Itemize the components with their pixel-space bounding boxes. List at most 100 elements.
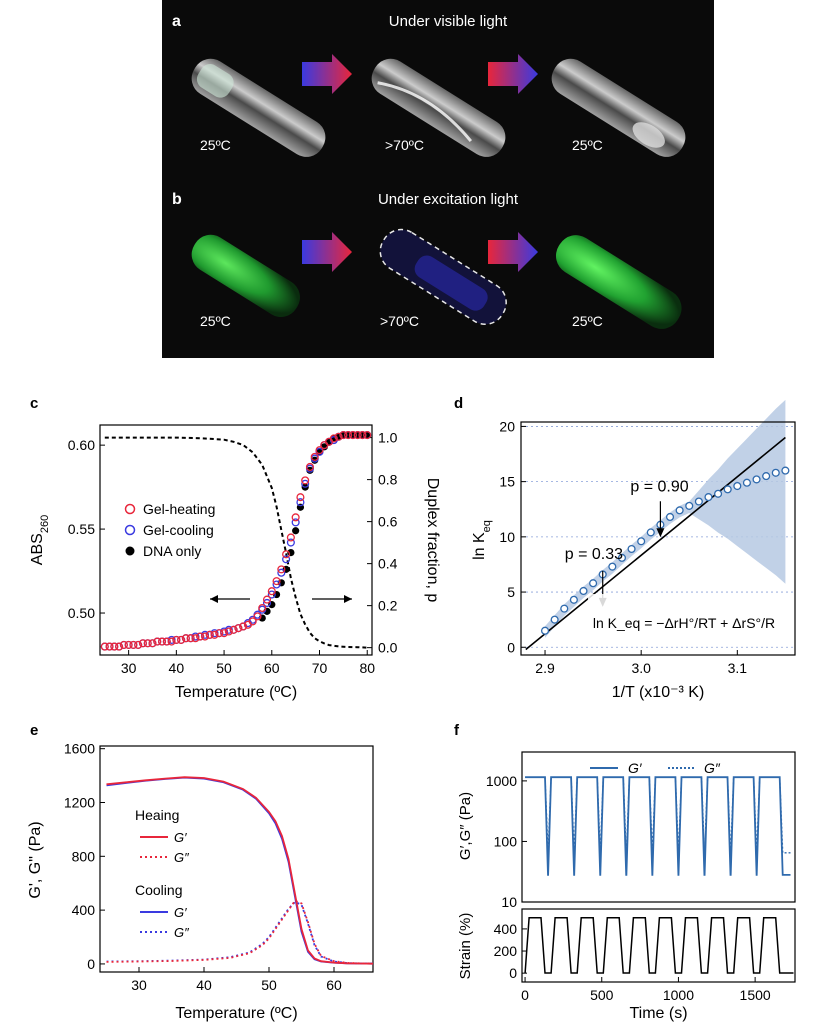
x-tick-label-e: 50 [261,977,277,993]
annotation-p090: p = 0.90 [630,478,688,495]
x-tick-label-c: 60 [264,660,280,676]
arrow-a1 [302,54,352,94]
data-point-gel-heating [353,431,362,440]
data-point-gel-heating [110,642,119,651]
legend-title-cooling: Cooling [135,882,182,898]
data-point-gel-cooling [291,518,300,527]
y-tick-label-e: 800 [72,848,96,864]
data-point-gel-heating [148,639,157,648]
data-point-gel-heating [167,637,176,646]
data-point-lnk [781,466,790,475]
y-axis-label-f-bottom: Strain (%) [457,913,474,980]
data-point-gel-heating [220,629,229,638]
strain-line [524,917,794,974]
vial-b3 [555,235,682,329]
y-tick-label-f-top: 1000 [486,773,517,789]
data-point-lnk [752,475,761,484]
y2-tick-label-c: 0.0 [378,640,398,656]
data-point-gel-heating [100,642,109,651]
data-point-gel-heating [229,625,238,634]
data-point-gel-cooling [272,580,281,589]
y-tick-label-c: 0.50 [68,605,95,621]
data-point-gel-heating [344,431,353,440]
temp-label-b2: >70ºC [380,313,419,329]
data-point-gel-heating [239,622,248,631]
data-point-gel-cooling [262,598,272,608]
x-axis-label-f: Time (s) [629,1005,687,1022]
data-point-lnk [723,485,732,494]
data-point-lnk [685,501,694,510]
equation-background [588,594,780,644]
panel-b-title: Under excitation light [378,191,519,208]
x-tick-label-d: 3.0 [631,660,651,676]
data-point-gel-cooling [267,590,276,599]
data-point-gel-heating [286,533,295,542]
data-point-gel-heating [234,624,243,633]
panel-letter-f: f [454,722,460,739]
arrow-b1 [302,232,352,272]
arrow-right-head [344,595,352,603]
y-axis-label-d: ln Keq [471,520,493,560]
heating-g-double-prime-line [106,899,374,965]
data-point-gel-heating [282,550,291,559]
data-point-gel-heating [215,629,224,638]
y2-axis-label-c: Duplex fraction, p [424,478,441,603]
data-point-lnk [617,553,626,562]
temp-label-b3: 25ºC [572,313,603,329]
panel-letter-b: b [172,191,182,208]
y-tick-label-d: 0 [507,639,515,655]
legend-label-gel-cooling: Gel-cooling [143,522,214,538]
data-point-lnk [771,468,780,477]
data-point-gel-heating [258,603,267,613]
data-point-gel-heating [248,617,257,626]
x-tick-label-f: 0 [521,987,529,1003]
data-point-gel-heating [305,462,315,472]
equation-text: ln K_eq = −ΔrH°/RT + ΔrS°/R [593,615,775,631]
y-tick-label-f-bottom: 400 [494,921,518,937]
arrow-b2 [488,232,538,272]
data-point-gel-heating [119,640,128,649]
x-axis-label-d: 1/T (x10⁻³ K) [612,684,705,701]
x-tick-label-c: 80 [359,660,375,676]
x-tick-label-f: 1000 [663,987,694,1003]
data-point-lnk [550,615,559,624]
data-point-gel-cooling [296,498,305,507]
data-point-gel-cooling [286,538,295,547]
panel-letter-d: d [454,395,463,412]
data-point-lnk [646,528,655,537]
data-point-lnk [560,604,569,613]
legend-label-g-double-prime: G″ [704,760,721,776]
x-tick-label-e: 60 [326,977,342,993]
plot-frame-e [99,745,374,973]
x-tick-label-c: 40 [169,660,185,676]
legend-label-heating-g-prime: G′ [174,830,187,845]
g-double-prime-line [525,776,791,854]
data-point-lnk [540,626,550,635]
y-tick-label-e: 1200 [64,795,95,811]
chart-d: d 0 5 10 15 20 2.9 3.0 3.1 p = 0.33 p = 0.90 ln K_e… [454,395,796,701]
y2-tick-label-c: 0.4 [378,556,398,572]
y-tick-label-d: 20 [499,418,515,434]
data-point-gel-heating [224,627,233,636]
y-tick-label-d: 5 [507,584,515,600]
data-point-gel-heating [210,630,219,639]
panel-letter-c: c [30,395,38,412]
vial-b2 [379,228,507,325]
g-prime-line [525,776,791,876]
panel-letter-a: a [172,13,181,30]
x-tick-label-f: 1500 [740,987,771,1003]
data-point-gel-heating [339,431,348,440]
data-point-lnk [714,489,723,498]
data-point-gel-heating [301,476,310,485]
legend-marker-dna-only [125,546,135,556]
legend-label-gel-heating: Gel-heating [143,501,215,517]
data-point-gel-heating [315,446,324,455]
data-point-gel-cooling [277,568,286,577]
fit-line [525,436,786,651]
data-point-gel-heating [200,632,210,641]
data-point-gel-heating [310,452,319,461]
y2-tick-label-c: 0.8 [378,472,398,488]
vial-b1 [191,234,300,318]
plot-frame-c [99,424,373,656]
